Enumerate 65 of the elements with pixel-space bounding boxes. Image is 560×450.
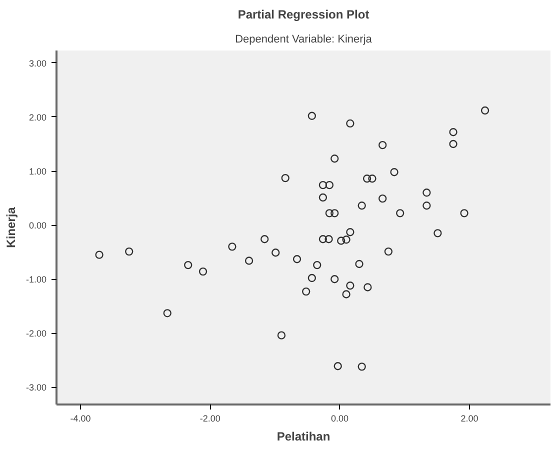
point	[244, 256, 254, 265]
point	[334, 362, 342, 370]
point	[330, 209, 339, 218]
y-tick-label: 0.00	[28, 220, 47, 231]
point	[272, 248, 280, 257]
point	[318, 193, 328, 202]
point	[390, 168, 398, 176]
point	[163, 309, 172, 318]
point	[324, 235, 333, 244]
point	[325, 180, 334, 190]
point	[184, 260, 192, 270]
point	[342, 236, 350, 244]
point	[325, 209, 334, 218]
point	[302, 287, 310, 296]
point	[384, 247, 393, 256]
point	[313, 260, 322, 270]
point	[318, 180, 328, 190]
point	[460, 209, 468, 218]
point	[422, 188, 431, 197]
x-tick-label: 2.00	[460, 414, 478, 424]
point	[358, 202, 366, 210]
point	[330, 154, 339, 163]
point	[396, 209, 404, 218]
point	[378, 140, 387, 150]
chart-subtitle: Dependent Variable: Kinerja	[235, 34, 373, 46]
point	[449, 140, 458, 148]
point	[125, 247, 134, 256]
point	[277, 331, 286, 340]
y-tick-label: -3.00	[26, 382, 46, 393]
point	[355, 260, 364, 268]
point	[318, 235, 328, 244]
y-tick-label: 2.00	[28, 112, 47, 122]
point	[330, 275, 339, 284]
point	[434, 229, 442, 238]
point	[228, 242, 236, 251]
point	[346, 282, 354, 290]
point	[362, 174, 372, 183]
point	[198, 267, 208, 276]
point	[346, 119, 354, 128]
point	[358, 362, 366, 371]
point	[308, 274, 316, 282]
point	[342, 290, 350, 298]
point	[480, 106, 490, 115]
point	[449, 128, 458, 136]
point	[281, 174, 290, 182]
x-tick-label: 0.00	[331, 414, 349, 424]
point	[346, 228, 354, 236]
point	[95, 250, 104, 259]
point	[337, 236, 346, 245]
x-tick-label: -2.00	[200, 414, 220, 424]
y-tick-label: 1.00	[28, 166, 47, 177]
point	[308, 112, 316, 120]
point	[422, 202, 431, 210]
chart-title: Partial Regression Plot	[238, 8, 370, 22]
point	[378, 194, 387, 203]
y-tick-label: -2.00	[26, 328, 46, 339]
point	[292, 255, 302, 264]
y-axis-title: Kinerja	[4, 206, 18, 248]
x-axis-title: Pelatihan	[276, 430, 330, 444]
x-tick-label: -4.00	[70, 414, 91, 424]
point	[368, 174, 376, 183]
point	[364, 283, 372, 292]
y-tick-label: -1.00	[26, 274, 46, 285]
y-tick-label: 3.00	[28, 58, 47, 68]
point	[260, 235, 269, 244]
